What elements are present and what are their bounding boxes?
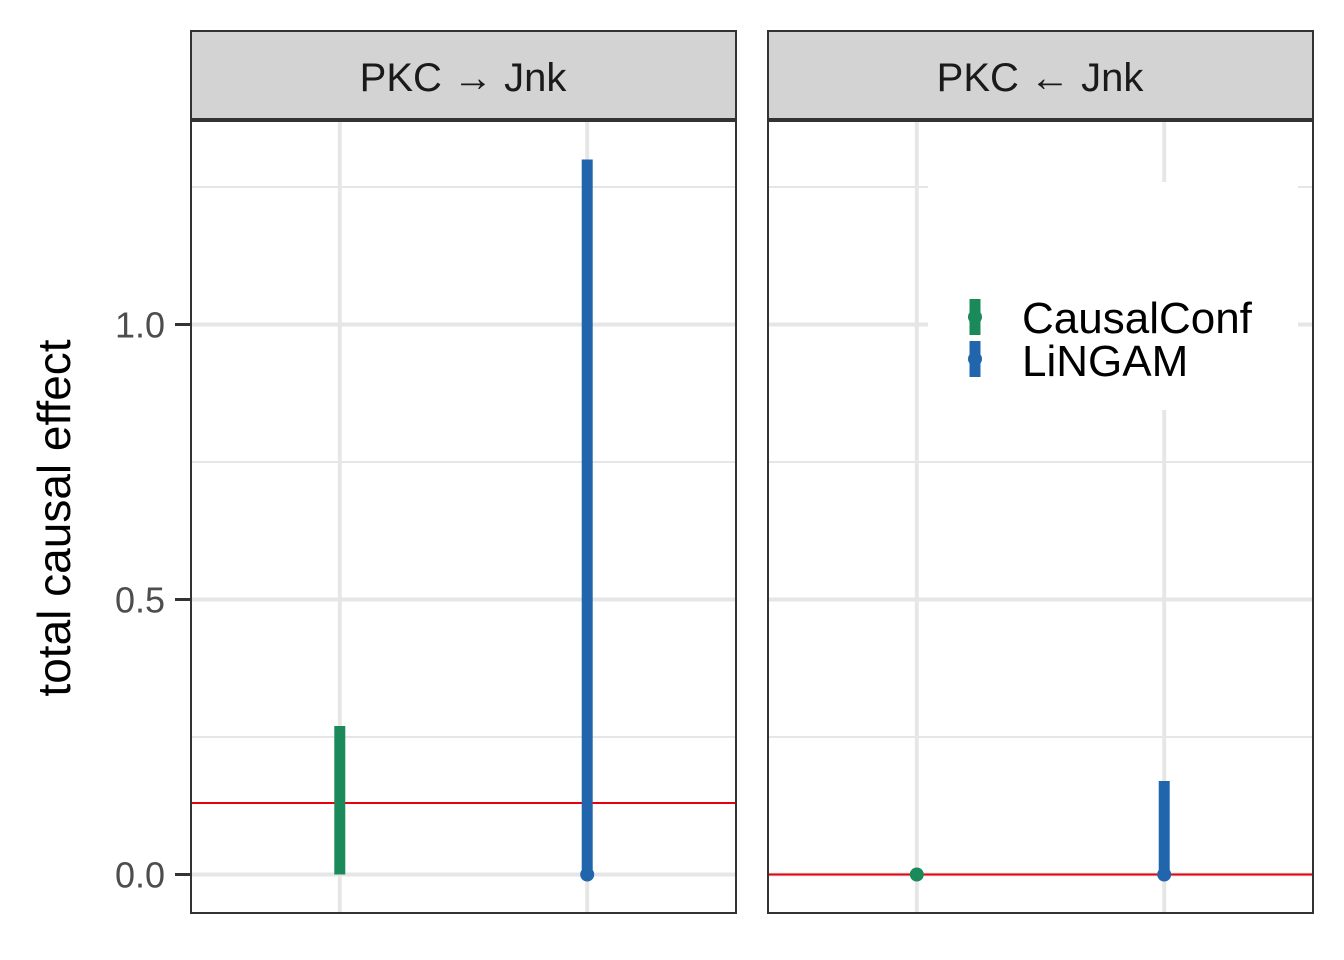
y-tick-label: 1.0 — [115, 305, 165, 346]
legend-label-causalconf: CausalConf — [1022, 294, 1253, 343]
panel-2: PKC ← Jnk — [767, 30, 1314, 914]
panel-1-strip — [190, 30, 737, 120]
panel-border — [190, 120, 737, 914]
panel-1-title: PKC → Jnk — [360, 56, 568, 100]
point-lingam — [1157, 867, 1172, 882]
panel-2-title: PKC ← Jnk — [937, 56, 1145, 100]
legend-key-causalconf — [968, 299, 982, 335]
y-tick-label: 0.5 — [115, 580, 165, 621]
panel-1: PKC → Jnk — [190, 30, 737, 914]
legend-label-lingam: LiNGAM — [1022, 337, 1188, 386]
legend-key-lingam — [968, 341, 982, 377]
legend-key-point-causalconf — [968, 310, 982, 324]
panel-2-strip — [767, 30, 1314, 120]
y-axis-title: total causal effect — [28, 339, 80, 696]
legend-key-point-lingam — [968, 352, 982, 366]
legend-item-causalconf: CausalConf — [968, 294, 1253, 343]
legend-item-lingam: LiNGAM — [968, 337, 1188, 386]
y-tick-label: 0.0 — [115, 855, 165, 896]
panel-background — [191, 121, 736, 913]
panel-border — [767, 120, 1314, 914]
point-causalconf — [909, 867, 924, 882]
legend: CausalConf LiNGAM — [928, 182, 1298, 410]
point-lingam — [580, 867, 595, 882]
y-axis: 0.0 0.5 1.0 — [115, 305, 191, 896]
legend-background — [928, 182, 1298, 410]
panel-1-plot-area — [190, 120, 737, 914]
